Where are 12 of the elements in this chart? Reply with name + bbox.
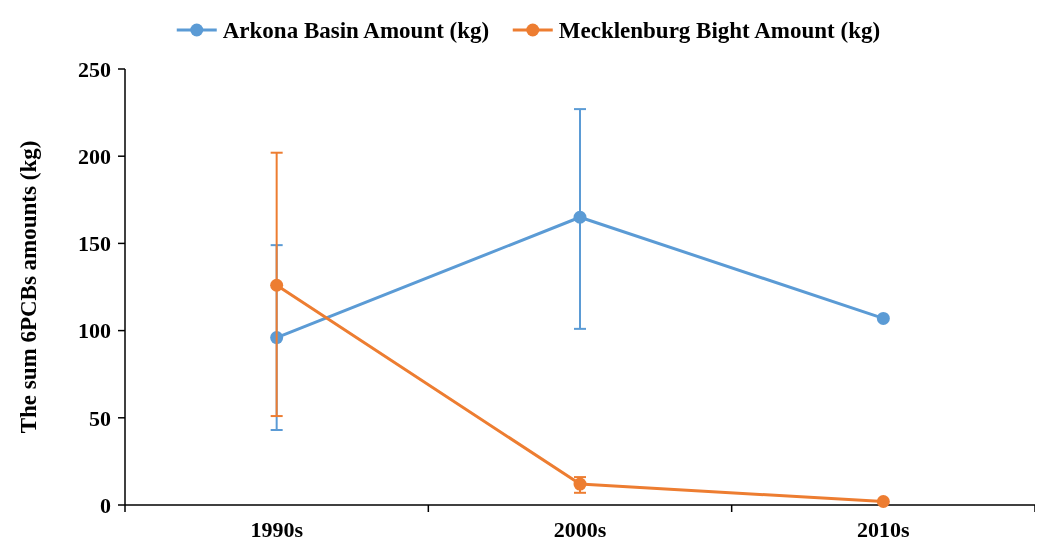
y-tick-label: 100 [78, 318, 111, 344]
x-tick-label: 2000s [553, 517, 607, 542]
legend-label: Mecklenburg Bight Amount (kg) [558, 18, 881, 44]
y-axis-title: The sum 6PCBs amounts (kg) [16, 140, 41, 434]
legend-label: Arkona Basin Amount (kg) [222, 18, 490, 44]
y-tick-label: 150 [78, 231, 111, 257]
x-tick-label: 2010s [857, 517, 911, 542]
y-tick-label: 0 [100, 492, 111, 518]
y-tick-label: 250 [78, 56, 111, 82]
y-tick-label: 200 [78, 143, 111, 169]
y-tick-label: 50 [89, 405, 111, 431]
x-tick-label: 1990s [250, 517, 304, 542]
